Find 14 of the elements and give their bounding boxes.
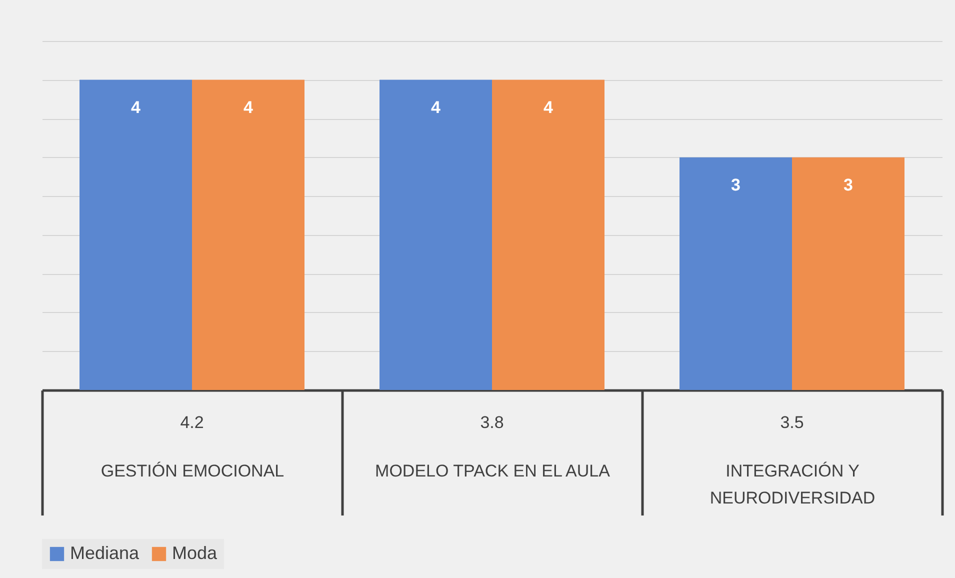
data-label: 4	[544, 98, 554, 117]
legend-label: Mediana	[70, 543, 140, 563]
legend-label: Moda	[172, 543, 218, 563]
data-label: 4	[431, 98, 442, 117]
text: 3.8	[480, 413, 504, 432]
data-label: 3	[844, 175, 853, 194]
text: 3.5	[780, 413, 804, 432]
x-tick-label: GESTIÓN EMOCIONAL	[100, 462, 284, 480]
x-tick-label: INTEGRACIÓN Y NEURODIVERSIDAD	[710, 462, 876, 508]
data-label: 4	[131, 98, 142, 117]
x-tick-label: MODELO TPACK EN EL AULA	[375, 462, 611, 480]
data-label: 3	[731, 175, 740, 194]
data-label: 4	[244, 98, 254, 117]
text: 4.2	[180, 413, 204, 432]
